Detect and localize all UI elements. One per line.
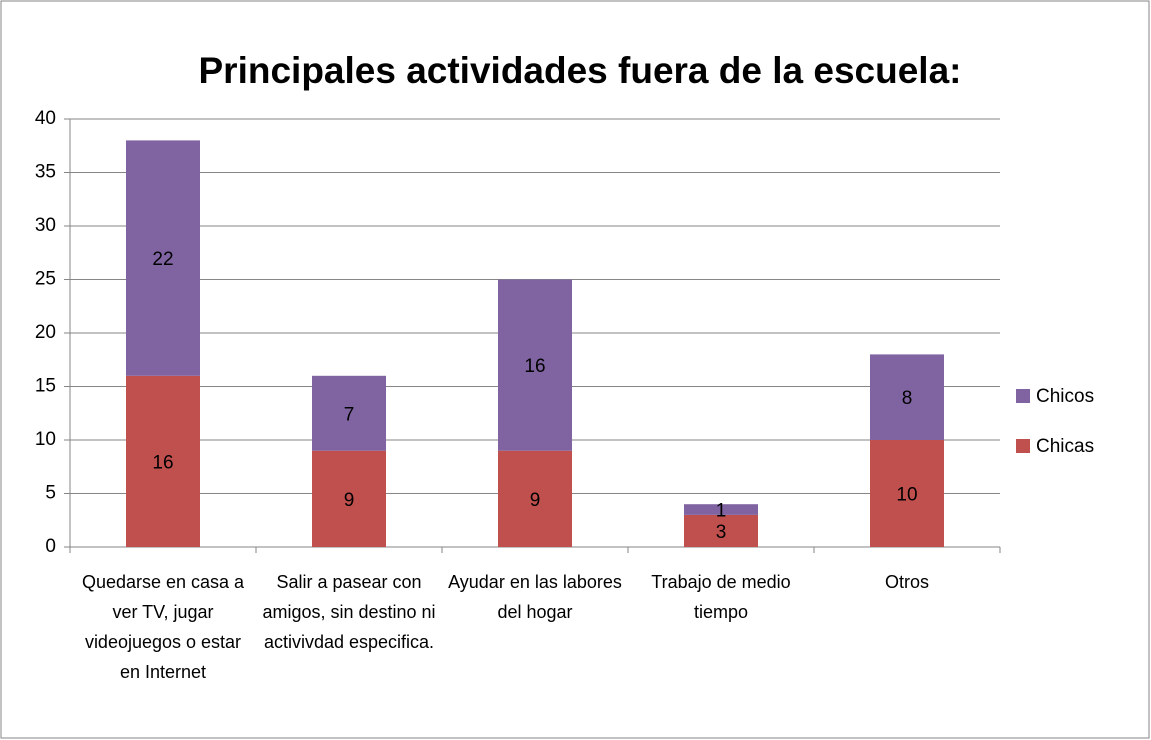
legend-label: Chicos [1036, 386, 1094, 407]
data-label: 9 [530, 490, 541, 511]
bar [498, 279, 572, 451]
data-label: 7 [344, 404, 355, 425]
x-tick-label: Otros [884, 572, 929, 592]
bar [498, 450, 572, 547]
y-tick-label: 20 [35, 322, 56, 343]
y-tick-label: 40 [35, 108, 56, 129]
data-label: 16 [152, 452, 173, 473]
chart-title: Principales actividades fuera de la escu… [199, 50, 962, 91]
x-tick-label: Trabajo de medio tiempo [651, 572, 791, 622]
y-tick-label: 35 [35, 162, 56, 183]
data-label: 9 [344, 490, 355, 511]
x-tick-label: Salir a pasear con amigos, sin destino n… [262, 572, 436, 652]
data-label: 10 [896, 485, 917, 506]
x-tick-label-box: Otros [884, 572, 929, 592]
bar [870, 354, 944, 440]
x-tick-label-box: Trabajo de medio tiempo [651, 572, 791, 622]
bar [126, 375, 200, 547]
x-tick-label-box: Quedarse en casa a ver TV, jugar videoju… [81, 572, 245, 682]
bar [870, 440, 944, 547]
x-tick-label: Quedarse en casa a ver TV, jugar videoju… [81, 572, 245, 682]
data-label: 8 [902, 388, 913, 409]
y-tick-label: 25 [35, 269, 56, 290]
legend-label: Chicas [1036, 436, 1094, 457]
bar [684, 514, 758, 547]
x-tick-label: Ayudar en las labores del hogar [448, 572, 622, 622]
data-label: 22 [152, 249, 173, 270]
data-label: 3 [716, 522, 727, 543]
data-label: 16 [524, 356, 545, 377]
bar [684, 504, 758, 515]
y-tick-label: 30 [35, 215, 56, 236]
legend-swatch [1016, 439, 1030, 453]
bar [126, 140, 200, 376]
y-tick-label: 10 [35, 429, 56, 450]
data-label: 1 [716, 501, 727, 522]
x-tick-label-box: Ayudar en las labores del hogar [448, 572, 622, 622]
y-tick-label: 5 [45, 483, 56, 504]
bar [312, 375, 386, 451]
legend-swatch [1016, 389, 1030, 403]
x-tick-label-box: Salir a pasear con amigos, sin destino n… [262, 572, 436, 652]
bar [312, 450, 386, 547]
y-tick-label: 15 [35, 376, 56, 397]
y-tick-label: 0 [45, 536, 56, 557]
